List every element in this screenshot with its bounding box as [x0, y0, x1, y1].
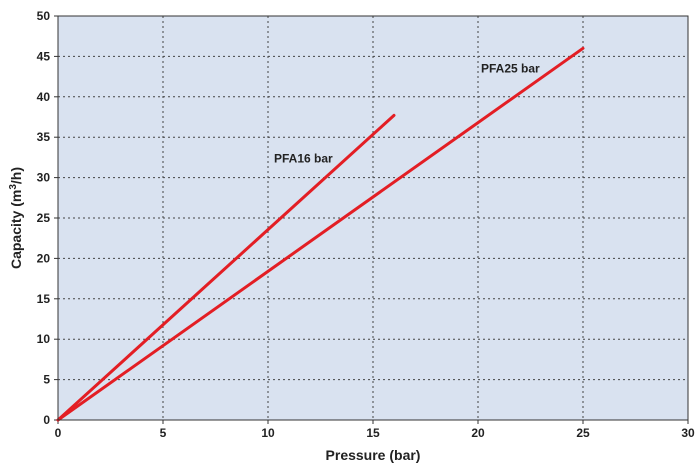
series-line-1	[56, 113, 396, 422]
x-tick-label: 0	[55, 426, 62, 440]
x-axis-title: Pressure (bar)	[326, 447, 421, 463]
y-tick-label: 5	[43, 373, 50, 387]
gridlines	[58, 16, 688, 420]
x-tick-label: 30	[681, 426, 695, 440]
y-tick-label: 20	[37, 251, 51, 265]
y-axis-title: Capacity (m3/h)	[8, 167, 25, 269]
series-label-1: PFA16 bar	[274, 151, 333, 165]
y-axis-title-suffix: /h)	[8, 167, 24, 184]
y-tick-label: 0	[43, 413, 50, 427]
y-tick-label: 10	[37, 332, 51, 346]
series-lines	[56, 46, 585, 422]
x-tick-label: 20	[471, 426, 485, 440]
y-tick-label: 30	[37, 171, 51, 185]
series-labels: PFA16 bar PFA25 bar	[274, 61, 540, 165]
y-tick-label: 45	[37, 49, 51, 63]
y-tick-label: 35	[37, 130, 51, 144]
x-tick-label: 15	[366, 426, 380, 440]
plot-frame	[57, 15, 689, 421]
y-tick-label: 15	[37, 292, 51, 306]
y-axis-title-superscript: 3	[8, 184, 19, 190]
y-tick-label: 40	[37, 90, 51, 104]
x-tick-labels: 0 5 10 15 20 25 30	[55, 426, 695, 440]
tick-marks	[54, 15, 689, 424]
x-tick-label: 5	[160, 426, 167, 440]
y-tick-labels: 0 5 10 15 20 25 30 35 40 45 50	[37, 9, 51, 427]
x-tick-label: 10	[261, 426, 275, 440]
y-tick-label: 50	[37, 9, 51, 23]
x-tick-label: 25	[576, 426, 590, 440]
series-label-2: PFA25 bar	[481, 61, 540, 75]
y-axis-title-prefix: Capacity (m	[8, 190, 24, 269]
series-line-2	[56, 46, 585, 422]
y-tick-label: 25	[37, 211, 51, 225]
